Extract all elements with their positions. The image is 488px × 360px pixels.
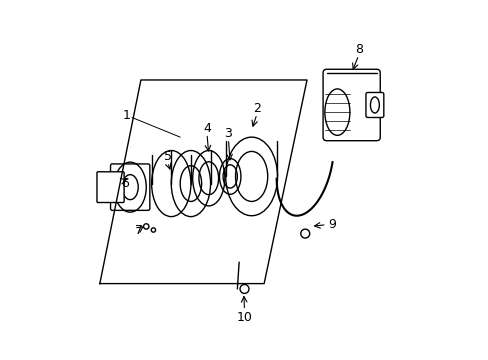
Text: 3: 3: [224, 127, 232, 140]
Text: 2: 2: [253, 102, 261, 115]
Ellipse shape: [300, 229, 309, 238]
Text: 10: 10: [236, 311, 252, 324]
Text: 1: 1: [122, 109, 130, 122]
Text: 9: 9: [327, 218, 335, 231]
FancyBboxPatch shape: [97, 172, 124, 203]
Text: 5: 5: [163, 150, 171, 163]
FancyBboxPatch shape: [323, 69, 380, 141]
FancyBboxPatch shape: [365, 93, 383, 117]
Text: 8: 8: [354, 43, 362, 56]
Text: 7: 7: [135, 224, 143, 237]
FancyBboxPatch shape: [110, 164, 149, 210]
Text: 6: 6: [121, 177, 128, 190]
Text: 4: 4: [203, 122, 210, 135]
